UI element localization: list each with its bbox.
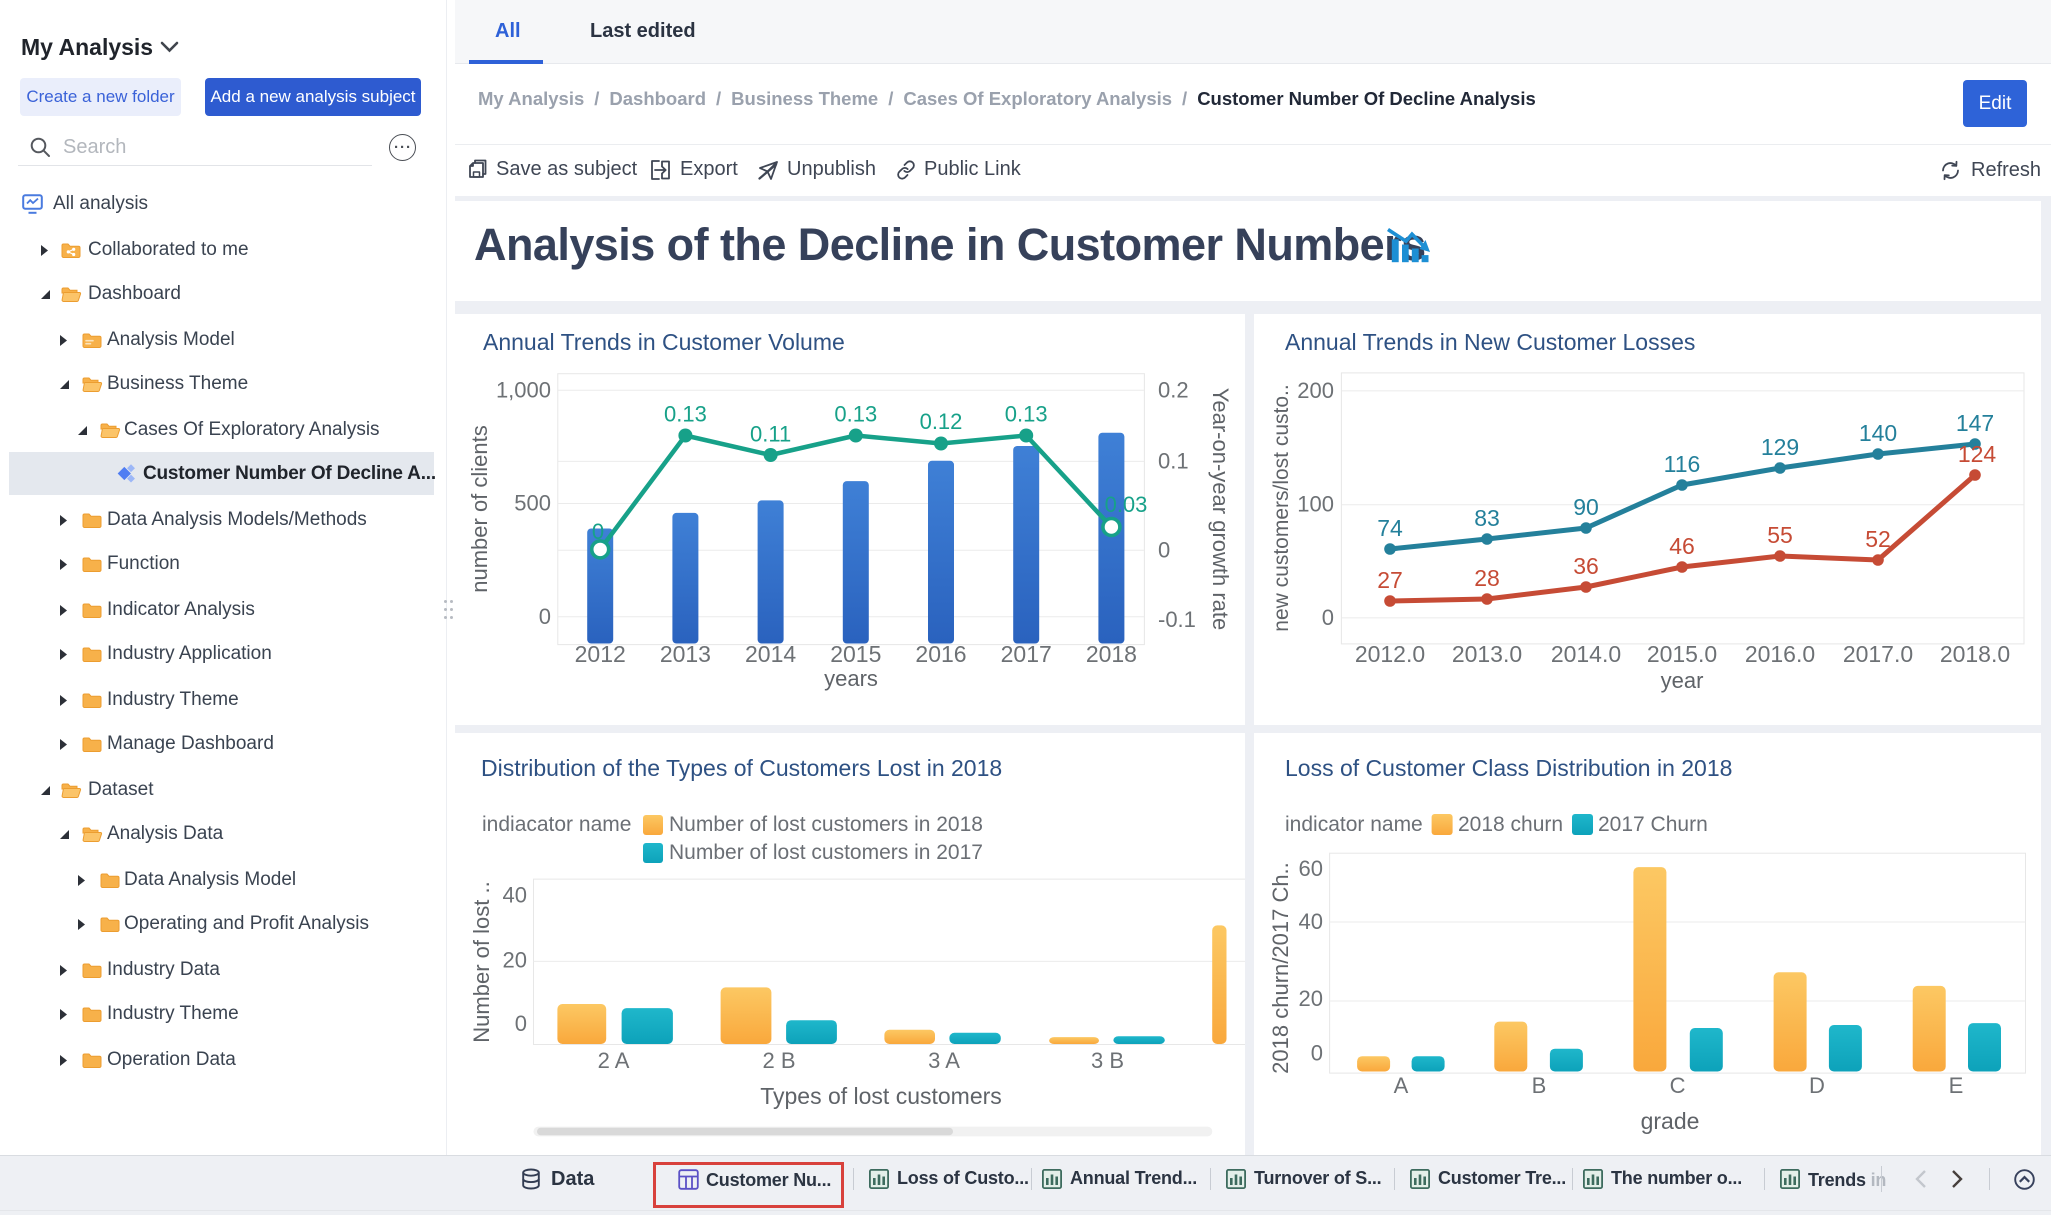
svg-text:60: 60 [1299,856,1323,881]
svg-text:E: E [1949,1073,1964,1098]
svg-text:0: 0 [1158,537,1170,562]
svg-text:0.03: 0.03 [1105,492,1148,517]
svg-text:500: 500 [514,491,551,516]
svg-text:Year-on-year growth rate: Year-on-year growth rate [1208,388,1233,631]
svg-text:27: 27 [1377,567,1403,593]
svg-text:55: 55 [1767,522,1793,548]
svg-text:3 B: 3 B [1091,1048,1124,1073]
svg-text:2018: 2018 [1086,641,1137,667]
svg-text:140: 140 [1859,420,1897,446]
svg-text:indicator name: indicator name [1285,813,1423,836]
svg-text:0: 0 [515,1011,527,1036]
svg-text:0.13: 0.13 [1005,402,1048,427]
svg-text:2017.0: 2017.0 [1843,641,1913,667]
svg-text:A: A [1394,1073,1409,1098]
svg-text:74: 74 [1377,515,1403,541]
svg-text:Annual Trends in Customer Volu: Annual Trends in Customer Volume [483,329,845,355]
svg-text:46: 46 [1669,533,1695,559]
svg-text:0.13: 0.13 [834,402,877,427]
svg-text:20: 20 [1299,986,1323,1011]
svg-text:2018 churn/2017 Ch..: 2018 churn/2017 Ch.. [1268,862,1293,1074]
svg-text:2017 Churn: 2017 Churn [1598,813,1708,836]
svg-text:52: 52 [1865,526,1891,552]
svg-text:2 A: 2 A [598,1048,630,1073]
svg-text:2012: 2012 [575,641,626,667]
svg-text:40: 40 [503,883,527,908]
svg-text:2015: 2015 [830,641,881,667]
svg-text:0.13: 0.13 [664,402,707,427]
svg-text:year: year [1661,668,1704,693]
svg-text:B: B [1532,1073,1547,1098]
svg-text:2012.0: 2012.0 [1355,641,1425,667]
svg-text:indiacator name: indiacator name [482,813,631,836]
svg-text:Annual Trends in New Customer: Annual Trends in New Customer Losses [1285,329,1695,355]
svg-text:36: 36 [1573,553,1599,579]
svg-text:Types of lost customers: Types of lost customers [760,1083,1002,1109]
svg-text:83: 83 [1474,505,1500,531]
svg-text:D: D [1809,1073,1825,1098]
svg-text:Loss of Customer Class Distrib: Loss of Customer Class Distribution in 2… [1285,755,1732,781]
svg-text:124: 124 [1958,441,1997,467]
svg-text:100: 100 [1297,492,1334,517]
svg-text:number of clients: number of clients [467,425,492,593]
svg-text:Number of lost customers in 20: Number of lost customers in 2017 [669,841,983,864]
svg-text:147: 147 [1956,410,1994,436]
svg-text:2013: 2013 [660,641,711,667]
svg-text:116: 116 [1664,451,1701,477]
svg-text:0.1: 0.1 [1158,448,1189,473]
svg-text:Distribution of the Types of C: Distribution of the Types of Customers L… [481,755,1002,781]
svg-text:Number of lost customers in 20: Number of lost customers in 2018 [669,813,983,836]
svg-text:0: 0 [1311,1041,1323,1066]
svg-text:28: 28 [1474,565,1500,591]
svg-text:Number of lost ..: Number of lost .. [469,881,494,1042]
svg-text:40: 40 [1299,909,1323,934]
svg-text:0: 0 [592,519,604,544]
svg-text:years: years [824,666,878,691]
svg-text:C: C [1670,1073,1686,1098]
svg-text:2013.0: 2013.0 [1452,641,1522,667]
svg-text:2016.0: 2016.0 [1745,641,1815,667]
svg-text:0.2: 0.2 [1158,377,1189,402]
svg-text:2016: 2016 [915,641,966,667]
svg-text:129: 129 [1761,434,1799,460]
svg-text:20: 20 [503,947,527,972]
svg-text:2018.0: 2018.0 [1940,641,2010,667]
svg-text:2017: 2017 [1001,641,1052,667]
svg-text:-0.1: -0.1 [1158,607,1196,632]
svg-text:1,000: 1,000 [496,377,551,402]
svg-text:2014: 2014 [745,641,796,667]
svg-text:2015.0: 2015.0 [1647,641,1717,667]
svg-text:90: 90 [1573,494,1599,520]
svg-text:2 B: 2 B [762,1048,795,1073]
svg-text:0.12: 0.12 [920,409,963,434]
svg-text:200: 200 [1297,378,1334,403]
svg-text:0: 0 [1322,605,1334,630]
svg-text:2018 churn: 2018 churn [1458,813,1563,836]
svg-text:new customers/lost custo..: new customers/lost custo.. [1270,384,1293,631]
svg-text:0: 0 [539,604,551,629]
svg-text:0.11: 0.11 [750,422,791,447]
svg-text:grade: grade [1641,1108,1700,1134]
svg-text:3 A: 3 A [928,1048,960,1073]
svg-text:2014.0: 2014.0 [1551,641,1621,667]
